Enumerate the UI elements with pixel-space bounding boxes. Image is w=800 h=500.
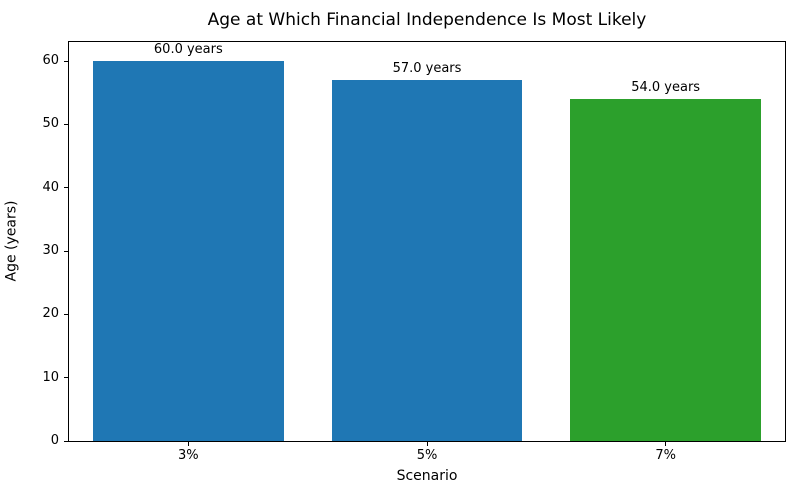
bar-value-label: 57.0 years <box>392 61 462 76</box>
x-tick-label: 3% <box>178 448 199 463</box>
y-tick-mark <box>64 187 68 189</box>
x-tick-label: 7% <box>655 448 676 463</box>
chart-title: Age at Which Financial Independence Is M… <box>207 10 647 30</box>
y-tick-label: 60 <box>42 53 59 68</box>
y-tick-mark <box>64 123 68 125</box>
y-tick-mark <box>64 377 68 379</box>
y-tick-label: 10 <box>42 369 59 385</box>
y-tick-mark <box>64 313 68 315</box>
bar <box>570 99 762 441</box>
bar-value-label: 60.0 years <box>153 42 223 57</box>
x-tick-label: 5% <box>416 448 438 463</box>
x-axis-label: Scenario <box>396 468 458 484</box>
bar <box>92 61 284 441</box>
plot-area: 60.0 years 57.0 years 54.0 years <box>68 41 786 442</box>
y-tick-label: 0 <box>50 433 59 448</box>
x-tick-mark <box>187 442 189 446</box>
y-tick-label: 20 <box>42 306 59 322</box>
y-tick-mark <box>64 440 68 442</box>
bar-value-label: 54.0 years <box>631 80 701 95</box>
y-tick-label: 40 <box>42 179 59 195</box>
y-tick-label: 50 <box>42 116 59 132</box>
y-tick-mark <box>64 60 68 62</box>
x-tick-mark <box>426 442 428 446</box>
y-tick-mark <box>64 250 68 252</box>
bar <box>331 80 523 441</box>
x-tick-mark <box>665 442 667 446</box>
y-tick-label: 30 <box>42 243 59 258</box>
y-axis-label-text: Age (years) <box>3 200 20 282</box>
